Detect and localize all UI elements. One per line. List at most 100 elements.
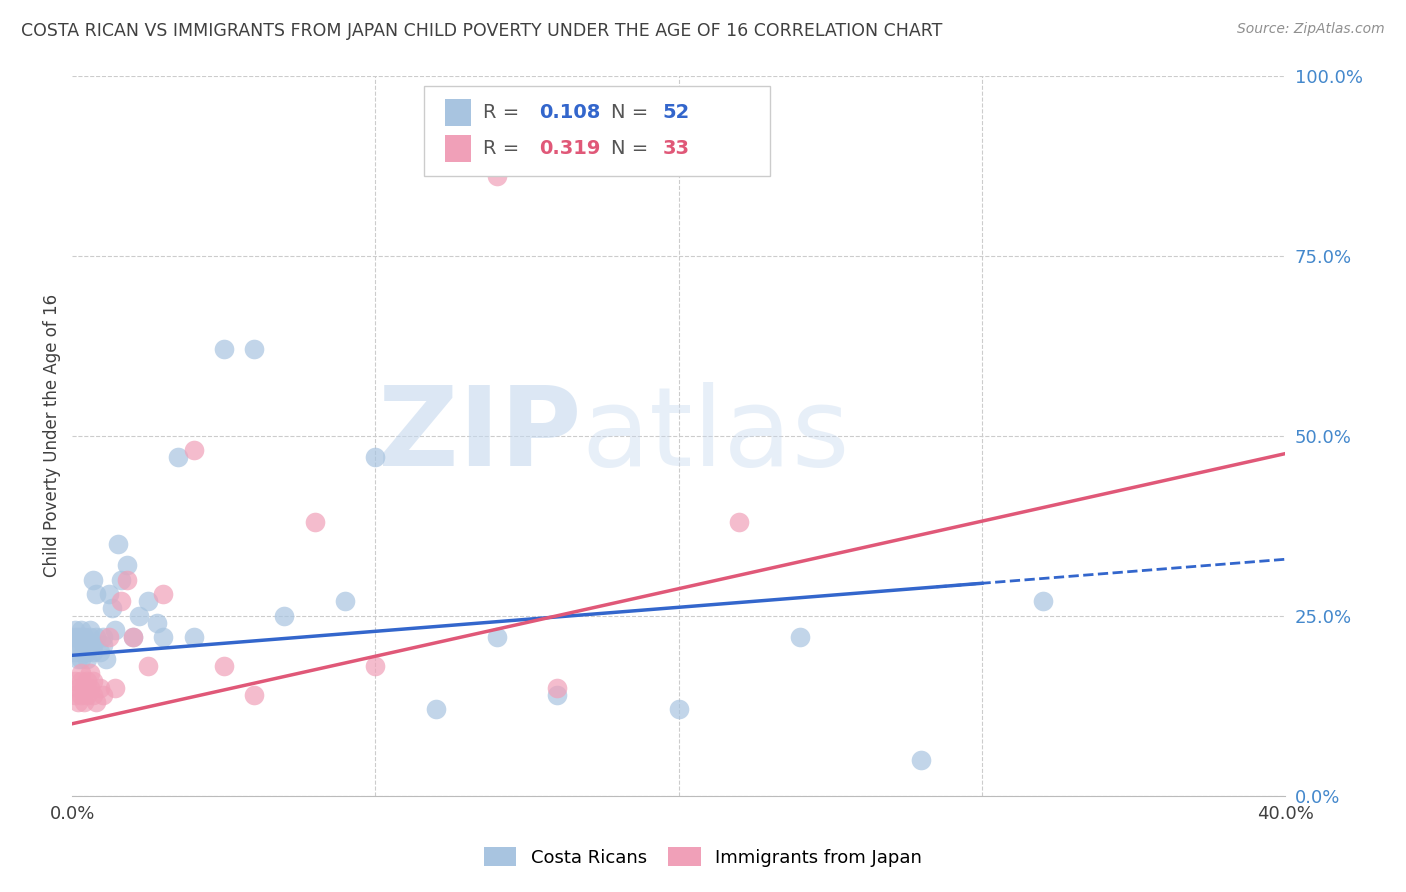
Point — [73, 681, 96, 695]
Point — [86, 630, 108, 644]
Point — [243, 688, 266, 702]
Text: 0.108: 0.108 — [540, 103, 600, 121]
Point — [91, 688, 114, 702]
FancyBboxPatch shape — [444, 99, 471, 126]
Point — [122, 630, 145, 644]
Point — [86, 587, 108, 601]
Point — [212, 342, 235, 356]
Point — [82, 645, 104, 659]
Point — [82, 573, 104, 587]
Point — [97, 630, 120, 644]
Point — [70, 688, 93, 702]
Text: atlas: atlas — [582, 382, 851, 489]
Point — [76, 638, 98, 652]
Point — [82, 638, 104, 652]
Point — [110, 594, 132, 608]
Point — [65, 688, 87, 702]
Point — [183, 630, 205, 644]
Point — [115, 573, 138, 587]
Point — [70, 652, 93, 666]
Text: Source: ZipAtlas.com: Source: ZipAtlas.com — [1237, 22, 1385, 37]
Point — [73, 645, 96, 659]
Point — [67, 681, 90, 695]
Point — [425, 702, 447, 716]
Point — [110, 573, 132, 587]
Point — [70, 638, 93, 652]
FancyBboxPatch shape — [425, 87, 769, 177]
Point — [76, 688, 98, 702]
Point — [364, 659, 387, 673]
Point — [65, 645, 87, 659]
Text: N =: N = — [610, 103, 654, 121]
Point — [546, 688, 568, 702]
Point — [70, 630, 93, 644]
Point — [79, 666, 101, 681]
Point — [70, 673, 93, 688]
Point — [152, 587, 174, 601]
Point — [104, 681, 127, 695]
Point — [70, 623, 93, 637]
Point — [107, 537, 129, 551]
Point — [152, 630, 174, 644]
Point — [73, 695, 96, 709]
Text: COSTA RICAN VS IMMIGRANTS FROM JAPAN CHILD POVERTY UNDER THE AGE OF 16 CORRELATI: COSTA RICAN VS IMMIGRANTS FROM JAPAN CHI… — [21, 22, 942, 40]
Text: R =: R = — [484, 139, 526, 158]
Point — [89, 645, 111, 659]
Point — [86, 695, 108, 709]
Point — [76, 652, 98, 666]
Point — [485, 630, 508, 644]
Point — [333, 594, 356, 608]
Point — [212, 659, 235, 673]
Point — [136, 659, 159, 673]
Point — [304, 515, 326, 529]
Point — [273, 608, 295, 623]
Point — [146, 615, 169, 630]
Point — [94, 652, 117, 666]
Point — [183, 443, 205, 458]
Text: R =: R = — [484, 103, 526, 121]
Point — [73, 638, 96, 652]
Point — [70, 666, 93, 681]
Point — [104, 623, 127, 637]
Point — [82, 673, 104, 688]
Point — [136, 594, 159, 608]
Point — [97, 587, 120, 601]
Point — [67, 638, 90, 652]
Point — [128, 608, 150, 623]
Point — [82, 688, 104, 702]
Point — [485, 169, 508, 184]
Legend: Costa Ricans, Immigrants from Japan: Costa Ricans, Immigrants from Japan — [477, 840, 929, 874]
Text: 52: 52 — [662, 103, 690, 121]
Y-axis label: Child Poverty Under the Age of 16: Child Poverty Under the Age of 16 — [44, 294, 60, 577]
Point — [67, 630, 90, 644]
Point — [910, 753, 932, 767]
Point — [65, 673, 87, 688]
Point — [79, 630, 101, 644]
Text: 33: 33 — [662, 139, 690, 158]
Point — [668, 702, 690, 716]
Point — [728, 515, 751, 529]
Text: 0.319: 0.319 — [540, 139, 600, 158]
Point — [1032, 594, 1054, 608]
Point — [65, 623, 87, 637]
Point — [67, 652, 90, 666]
Point — [122, 630, 145, 644]
FancyBboxPatch shape — [444, 135, 471, 162]
Point — [243, 342, 266, 356]
Point — [79, 623, 101, 637]
Point — [364, 450, 387, 465]
Point — [91, 638, 114, 652]
Point — [167, 450, 190, 465]
Text: N =: N = — [610, 139, 654, 158]
Point — [89, 681, 111, 695]
Point — [73, 630, 96, 644]
Point — [100, 601, 122, 615]
Point — [546, 681, 568, 695]
Point — [91, 630, 114, 644]
Point — [76, 673, 98, 688]
Point — [65, 630, 87, 644]
Point — [115, 558, 138, 573]
Point — [67, 695, 90, 709]
Point — [79, 681, 101, 695]
Point — [76, 645, 98, 659]
